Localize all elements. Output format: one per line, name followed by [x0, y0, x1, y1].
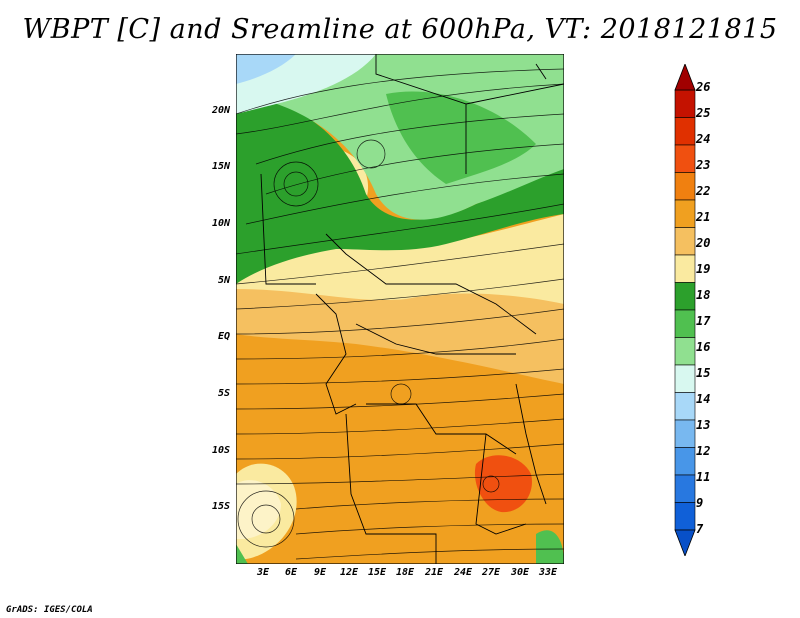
colorbar-label-17: 17 [696, 314, 711, 328]
colorbar-label-25: 25 [696, 106, 711, 120]
colorbar-cell [674, 117, 696, 146]
colorbar-cell [674, 172, 696, 201]
colorbar-label-24: 24 [696, 132, 711, 146]
colorbar-cell [674, 474, 696, 503]
colorbar-label-26: 26 [696, 80, 711, 94]
lon-label-24e: 24E [453, 567, 473, 578]
colorbar-cell [674, 199, 696, 228]
lon-label-9e: 9E [313, 567, 327, 578]
colorbar-cell [674, 364, 696, 393]
colorbar-label-22: 22 [696, 184, 711, 198]
colorbar [674, 64, 696, 556]
lat-label-10n: 10N [211, 218, 230, 229]
colorbar-cell [674, 392, 696, 421]
colorbar-cell [674, 227, 696, 256]
chart-title: WBPT [C] and Sreamline at 600hPa, VT: 20… [22, 14, 778, 45]
lat-label-15n: 15N [211, 161, 230, 172]
lat-label-5s: 5S [217, 388, 230, 399]
lat-label-5n: 5N [217, 275, 230, 286]
colorbar-label-16: 16 [696, 340, 711, 354]
colorbar-cell [674, 144, 696, 173]
colorbar-label-7: 7 [696, 522, 704, 536]
lon-label-6e: 6E [284, 567, 298, 578]
grads-credit: GrADS: IGES/COLA [6, 605, 93, 615]
lat-label-eq: EQ [217, 331, 230, 342]
colorbar-label-18: 18 [696, 288, 711, 302]
lat-label-15s: 15S [211, 501, 230, 512]
colorbar-cell [674, 502, 696, 531]
colorbar-label-20: 20 [696, 236, 711, 250]
lat-label-20n: 20N [211, 105, 230, 116]
colorbar-cell [674, 254, 696, 283]
lat-label-10s: 10S [211, 445, 230, 456]
colorbar-label-14: 14 [696, 392, 711, 406]
colorbar-cell [674, 447, 696, 476]
colorbar-label-21: 21 [696, 210, 711, 224]
colorbar-label-19: 19 [696, 262, 711, 276]
colorbar-cell [674, 282, 696, 311]
colorbar-label-15: 15 [696, 366, 711, 380]
lon-label-18e: 18E [395, 567, 415, 578]
lon-label-3e: 3E [256, 567, 270, 578]
lon-label-27e: 27E [481, 567, 501, 578]
lon-label-15e: 15E [367, 567, 387, 578]
colorbar-top-arrow [674, 64, 696, 91]
colorbar-label-12: 12 [696, 444, 711, 458]
lon-label-30e: 30E [510, 567, 530, 578]
colorbar-label-13: 13 [696, 418, 711, 432]
colorbar-label-9: 9 [696, 496, 704, 510]
lon-label-33e: 33E [538, 567, 558, 578]
colorbar-cell [674, 419, 696, 448]
lon-label-21e: 21E [424, 567, 444, 578]
colorbar-label-23: 23 [696, 158, 711, 172]
lon-label-12e: 12E [339, 567, 359, 578]
colorbar-cell [674, 89, 696, 118]
colorbar-label-11: 11 [696, 470, 711, 484]
colorbar-bottom-arrow [674, 529, 696, 556]
colorbar-cell [674, 337, 696, 366]
map-panel [236, 54, 564, 564]
colorbar-cell [674, 309, 696, 338]
